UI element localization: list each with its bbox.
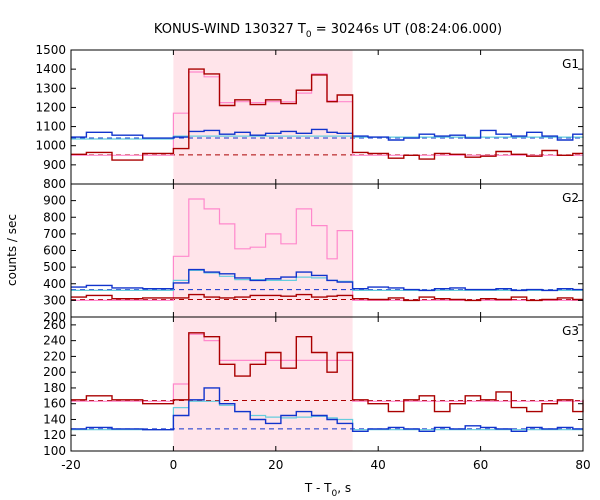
y-tick-label: 800	[43, 177, 66, 191]
panel-label: G3	[562, 324, 579, 338]
y-tick-label: 160	[43, 397, 66, 411]
x-tick-label: 40	[371, 458, 386, 472]
x-axis-label-rest: , s	[337, 481, 351, 495]
panel-g1: 800 900 1000 1100 1200 1300 1400 1500 G1	[35, 43, 584, 191]
x-tick-label: 0	[170, 458, 178, 472]
series-high	[71, 332, 584, 413]
y-tick-label: 260	[43, 318, 66, 332]
chart-title: KONUS-WIND 130327 T0 = 30246s UT (08:24:…	[154, 22, 502, 40]
chart-panels: 800900100011001200130014001500G120030040…	[35, 43, 590, 472]
y-tick-label: 200	[43, 310, 66, 324]
x-tick-label: -20	[61, 458, 81, 472]
y-tick-label: 1100	[35, 120, 66, 134]
x-axis-label-main: T - T	[304, 481, 332, 495]
y-tick-label: 800	[43, 210, 66, 224]
panel-label: G2	[562, 191, 579, 205]
y-tick-label: 1400	[35, 62, 66, 76]
chart-title-main: KONUS-WIND 130327 T	[154, 22, 306, 37]
series-high	[71, 68, 583, 161]
y-tick-label: 900	[43, 194, 66, 208]
y-tick-label: 700	[43, 227, 66, 241]
x-axis-label: T - T0, s	[304, 481, 351, 499]
series-low	[71, 387, 583, 432]
panel-g2: 200 300 400 500 600 700 800 900 G2	[43, 183, 584, 324]
y-tick-label: 900	[43, 158, 66, 172]
y-tick-label: 140	[43, 412, 66, 426]
panel-frame	[70, 316, 584, 452]
y-tick-label: 240	[43, 334, 66, 348]
y-tick-label: 100	[43, 444, 66, 458]
y-tick-label: 220	[43, 349, 66, 363]
x-tick-label: 20	[268, 458, 283, 472]
x-axis-label-subscript: 0	[332, 489, 338, 499]
y-tick-label: 600	[43, 244, 66, 258]
y-tick-label: 200	[43, 365, 66, 379]
chart-title-subscript: 0	[306, 30, 312, 40]
y-tick-label: 1200	[35, 100, 66, 114]
y-axis-label: counts / sec	[5, 214, 19, 286]
highlight-interval	[173, 50, 353, 184]
series-model-low	[71, 400, 583, 431]
series-model-high	[71, 198, 583, 301]
y-tick-label: 120	[43, 428, 66, 442]
y-tick-label: 1000	[35, 139, 66, 153]
series-low	[71, 268, 583, 292]
chart-title-rest: = 30246s UT (08:24:06.000)	[312, 22, 502, 37]
y-tick-label: 180	[43, 381, 66, 395]
panel-label: G1	[562, 57, 579, 71]
series-high	[71, 293, 583, 302]
y-tick-label: 1300	[35, 81, 66, 95]
x-tick-label: 80	[575, 458, 590, 472]
series-low	[71, 128, 583, 141]
x-tick-label: 60	[473, 458, 488, 472]
y-tick-label: 400	[43, 277, 66, 291]
y-tick-label: 500	[43, 260, 66, 274]
y-tick-label: 1500	[35, 43, 66, 57]
y-tick-label: 300	[43, 293, 66, 307]
highlight-interval	[173, 317, 353, 451]
